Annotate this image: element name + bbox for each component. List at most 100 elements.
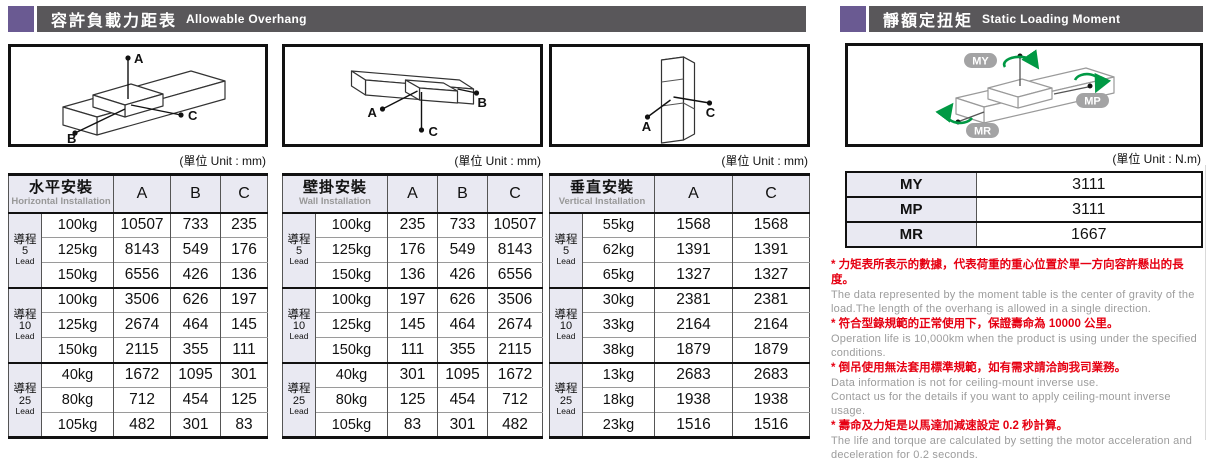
table-row: 33kg 2164 2164 [550, 312, 810, 338]
lead-cell: 導程 10 Lead [549, 286, 583, 363]
value-cell: 626 [170, 286, 221, 313]
load-cell: 30kg [582, 286, 655, 313]
table-header-row: 垂直安裝 Vertical Installation A C [549, 174, 810, 214]
load-cell: 105kg [40, 412, 114, 438]
moment-value-cell: 3111 [976, 172, 1202, 198]
value-cell: 482 [113, 412, 171, 438]
value-cell: 1095 [170, 361, 221, 388]
value-cell: 549 [437, 237, 488, 263]
value-cell: 136 [220, 262, 268, 288]
table-row: 導程 5 Lead 100kg 235 733 10507 [282, 211, 543, 288]
load-cell: 125kg [315, 237, 388, 263]
value-cell: 197 [220, 286, 268, 313]
value-cell: 626 [437, 286, 488, 313]
value-cell: 125 [220, 387, 268, 413]
axis-b-label: B [478, 95, 487, 110]
value-cell: 1672 [487, 361, 543, 388]
diagram-box: A C [549, 44, 810, 147]
value-cell: 1327 [732, 262, 810, 288]
lead-cell: 導程 5 Lead [8, 211, 42, 288]
footnote-zh: * 倒吊使用無法套用標準規範，如有需求請洽詢我司業務。 [831, 362, 1127, 374]
header-accent-square [8, 6, 34, 32]
value-cell: 197 [387, 286, 438, 313]
table-row: 導程 10 Lead 30kg 2381 2381 [549, 286, 810, 363]
footnote-en: The life and torque are calculated by se… [831, 435, 1193, 461]
table-row: 導程 25 Lead 13kg 2683 2683 [549, 361, 810, 438]
footnote-en: Data information is not for ceiling-moun… [831, 377, 1171, 417]
value-cell: 733 [437, 211, 488, 238]
moment-label-cell: MP [846, 197, 977, 223]
value-cell: 2381 [654, 286, 733, 313]
footnote: * 壽命及力矩是以馬達加減速設定 0.2 秒計算。 The life and t… [831, 419, 1206, 462]
unit-label: (單位 Unit : mm) [179, 154, 266, 168]
section-title-en: Static Loading Moment [982, 12, 1121, 26]
load-cell: 40kg [40, 361, 114, 388]
table-row: 導程 25 Lead 40kg 301 1095 1672 [282, 361, 543, 438]
load-cell: 100kg [40, 286, 114, 313]
value-cell: 2115 [113, 337, 171, 363]
footnote-en: The data represented by the moment table… [831, 289, 1195, 315]
value-cell: 6556 [113, 262, 171, 288]
value-cell: 2164 [732, 312, 810, 338]
footnote-zh: * 力矩表所表示的數據，代表荷重的重心位置於單一方向容許懸出的長度。 [831, 259, 1184, 286]
load-cell: 100kg [315, 211, 388, 238]
table-row: 導程 10 Lead 100kg 197 626 3506 [282, 286, 543, 363]
value-cell: 301 [170, 412, 221, 438]
table-row: 導程 10 Lead 100kg 3506 626 197 [8, 286, 268, 363]
section-title-en: Allowable Overhang [186, 12, 307, 26]
value-cell: 145 [220, 312, 268, 338]
value-cell: 2674 [487, 312, 543, 338]
lead-cell: 導程 5 Lead [282, 211, 316, 288]
load-cell: 65kg [582, 262, 655, 288]
value-cell: 426 [437, 262, 488, 288]
table-row: 150kg 136 426 6556 [283, 262, 543, 288]
header-bar: 容許負載力距表 Allowable Overhang [37, 6, 806, 32]
value-cell: 1516 [654, 412, 733, 438]
page-divider [1205, 165, 1206, 440]
table-row: 導程 5 Lead 100kg 10507 733 235 [8, 211, 268, 288]
load-cell: 62kg [582, 237, 655, 263]
header-bar: 靜額定扭矩 Static Loading Moment [869, 6, 1203, 32]
value-cell: 10507 [487, 211, 543, 238]
value-cell: 2164 [654, 312, 733, 338]
value-cell: 464 [170, 312, 221, 338]
static-loading-moment-diagram: MY MP MR [935, 49, 1115, 138]
table-row: 125kg 8143 549 176 [9, 237, 268, 263]
table-row: 80kg 712 454 125 [9, 387, 268, 413]
value-cell: 712 [487, 387, 543, 413]
axis-b-label: B [67, 131, 76, 144]
load-cell: 125kg [315, 312, 388, 338]
table-row: 125kg 145 464 2674 [283, 312, 543, 338]
table-row: 80kg 125 454 712 [283, 387, 543, 413]
table-title-cell: 水平安裝 Horizontal Installation [7, 174, 114, 214]
section-title-zh: 靜額定扭矩 [883, 13, 974, 30]
value-cell: 235 [220, 211, 268, 238]
table-title-cell: 壁掛安裝 Wall Installation [282, 174, 388, 214]
moment-value-cell: 3111 [976, 197, 1202, 223]
value-cell: 136 [387, 262, 438, 288]
column-header-a: A [654, 174, 733, 214]
moment-label-cell: MR [846, 222, 977, 248]
load-cell: 125kg [40, 312, 114, 338]
vertical-installation-table: 垂直安裝 Vertical Installation A C 導程 5 Lead… [549, 173, 810, 439]
table-row: MP 3111 [846, 197, 1202, 223]
column-header-c: C [220, 174, 268, 214]
column-header-c: C [487, 174, 543, 214]
load-cell: 18kg [582, 387, 655, 413]
table-row: 150kg 111 355 2115 [283, 337, 543, 363]
table-row: 150kg 6556 426 136 [9, 262, 268, 288]
unit-label: (單位 Unit : mm) [454, 154, 541, 168]
table-header-row: 壁掛安裝 Wall Installation A B C [282, 174, 543, 214]
value-cell: 2683 [732, 361, 810, 388]
value-cell: 2115 [487, 337, 543, 363]
value-cell: 2381 [732, 286, 810, 313]
value-cell: 235 [387, 211, 438, 238]
lead-cell: 導程 5 Lead [549, 211, 583, 288]
column-header-a: A [387, 174, 438, 214]
horizontal-installation-diagram: A B C [62, 51, 226, 144]
moment-value-cell: 1667 [976, 222, 1202, 248]
static-loading-moment-table: MY 3111 MP 3111 MR 1667 [845, 171, 1203, 248]
table-row: 23kg 1516 1516 [550, 412, 810, 438]
load-cell: 100kg [315, 286, 388, 313]
axis-a-label: A [642, 119, 652, 134]
